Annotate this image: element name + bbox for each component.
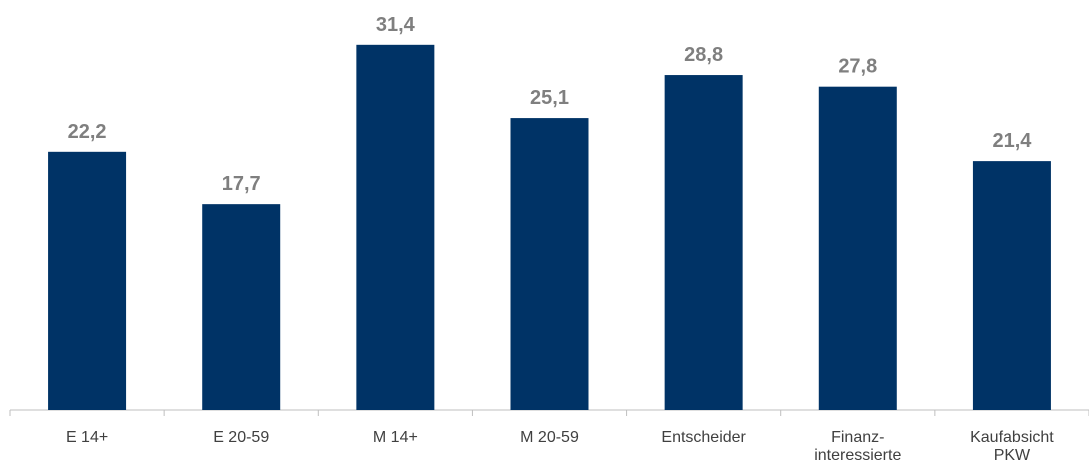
category-label: Finanz-interessierte [814, 429, 901, 464]
data-label: 25,1 [530, 87, 569, 109]
data-label: 17,7 [222, 173, 261, 195]
category-label: M 20-59 [520, 429, 579, 446]
data-label: 31,4 [376, 14, 416, 36]
bar [202, 204, 281, 410]
bar [664, 75, 743, 410]
bar [48, 151, 127, 410]
data-label: 22,2 [68, 121, 107, 143]
category-label: Entscheider [661, 429, 746, 446]
data-label: 28,8 [684, 44, 723, 66]
category-label: M 14+ [373, 429, 418, 446]
data-label: 21,4 [992, 130, 1032, 152]
category-labels: E 14+ E 20-59 M 14+ M 20-59 Entscheider Finan… [66, 429, 1054, 464]
value-labels: 22,2 17,7 31,4 25,1 28,8 27,8 21,4 [68, 14, 1033, 195]
bar [972, 161, 1051, 410]
category-label: Kaufabsicht PKW [970, 429, 1054, 464]
bars [48, 44, 1051, 411]
category-label: E 14+ [66, 429, 108, 446]
bar [356, 44, 435, 411]
data-label: 27,8 [838, 56, 877, 78]
category-label: E 20-59 [213, 429, 269, 446]
x-axis [9, 409, 1089, 416]
bar [510, 118, 589, 410]
bar [818, 86, 897, 410]
